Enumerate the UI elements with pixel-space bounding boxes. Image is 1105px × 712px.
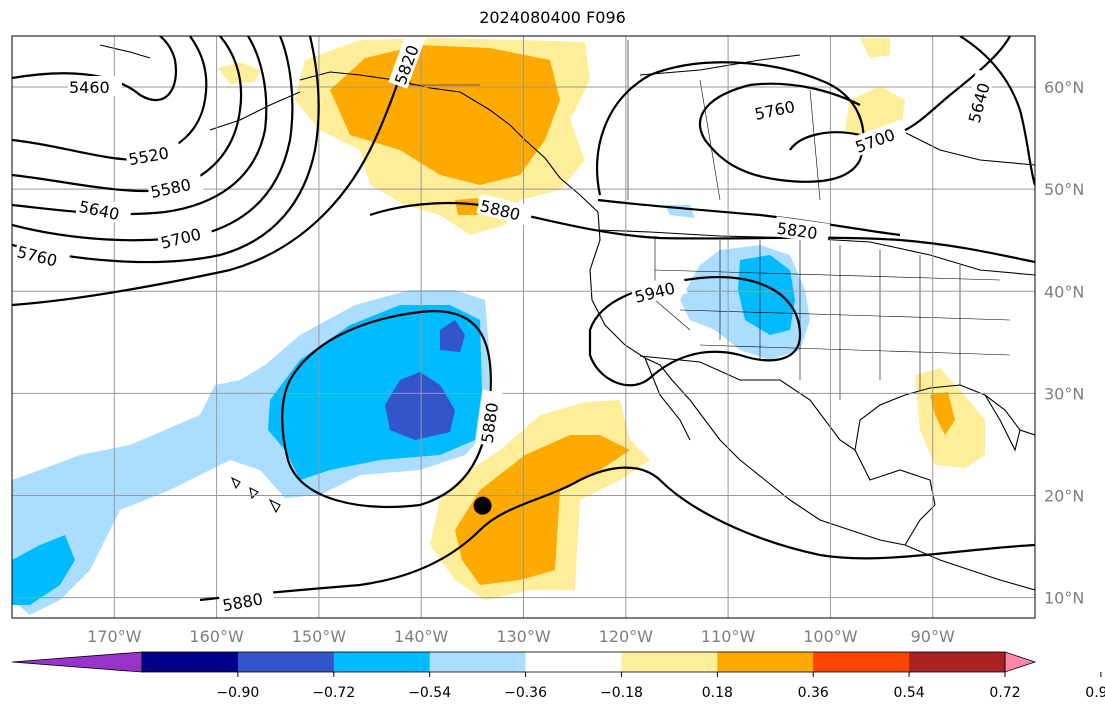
latitude-tick-label: 40°N (1044, 282, 1084, 301)
longitude-tick-label: 130°W (496, 627, 551, 646)
longitude-tick-label: 120°W (599, 627, 654, 646)
colorbar-tick-label: −0.72 (312, 685, 355, 701)
latitude-tick-label: 30°N (1044, 384, 1084, 403)
colorbar-tick-label: 0.18 (702, 685, 733, 701)
negative-anomaly-pacific (12, 290, 490, 615)
colorbar-segment (237, 652, 335, 672)
colorbar-segment (333, 652, 431, 672)
contour-5760 (12, 36, 320, 264)
longitude-tick-label: 160°W (189, 627, 244, 646)
longitude-tick-label: 140°W (394, 627, 449, 646)
contour-5820-west (12, 36, 417, 307)
longitude-labels: 170°W 160°W 150°W 140°W 130°W 120°W 110°W 100°W… (87, 627, 955, 646)
colorbar-tick-label: 0.36 (798, 685, 829, 701)
colorbar-low-extension (11, 651, 143, 673)
longitude-tick-label: 170°W (87, 627, 142, 646)
map-title: 2024080400 F096 (479, 8, 626, 27)
colorbar-tick-label: −0.36 (504, 685, 547, 701)
colorbar-frame (141, 651, 1006, 673)
colorbar-segment (621, 652, 718, 672)
contour-label: 5460 (69, 78, 110, 97)
grid-lines (12, 36, 1035, 618)
colorbar-tick-label: −0.54 (408, 685, 451, 701)
contour-5700-east (789, 36, 1011, 151)
colorbar-tick-label: 0.72 (989, 685, 1020, 701)
longitude-tick-label: 150°W (292, 627, 347, 646)
colorbar-tick-label: −0.90 (216, 685, 259, 701)
contour-5700 (12, 36, 294, 242)
contour-5640-east (959, 36, 1035, 186)
colorbar-segment (909, 652, 1006, 672)
colorbar-tick-label: 0.54 (894, 685, 925, 701)
contour-5820-east (597, 198, 901, 237)
positive-anomaly-pacific (430, 400, 650, 600)
storm-position-marker (473, 496, 492, 515)
colorbar-tick-label: −0.18 (600, 685, 643, 701)
longitude-tick-label: 110°W (701, 627, 756, 646)
colorbar-segment (525, 652, 622, 672)
latitude-tick-label: 50°N (1044, 180, 1084, 199)
contour-5880-ring (281, 310, 492, 508)
colorbar-segment (813, 652, 910, 672)
longitude-tick-label: 90°W (911, 627, 955, 646)
contour-5880-north (369, 201, 1035, 264)
latitude-tick-label: 10°N (1044, 589, 1084, 608)
contour-5760-east (596, 61, 865, 196)
colorbar-tick-label: 0.90 (1085, 685, 1105, 701)
longitude-tick-label: 100°W (803, 627, 858, 646)
latitude-tick-label: 20°N (1044, 486, 1084, 505)
contour-5460 (12, 36, 178, 102)
colorbar-segment (142, 652, 239, 672)
latitude-labels: 60°N 50°N 40°N 30°N 20°N 10°N (1044, 78, 1084, 608)
latitude-tick-label: 60°N (1044, 78, 1084, 97)
colorbar-high-extension (1004, 651, 1037, 673)
colorbar-segment (429, 652, 527, 672)
coastlines (99, 44, 1035, 591)
plot-frame (11, 35, 1036, 619)
colorbar-segment (717, 652, 814, 672)
contour-5580 (12, 36, 243, 193)
contour-5880-south (199, 466, 1035, 602)
colorbar: −0.90 −0.72 −0.54 −0.36 −0.18 0.18 0.36 0.54 0.7… (11, 651, 1105, 701)
